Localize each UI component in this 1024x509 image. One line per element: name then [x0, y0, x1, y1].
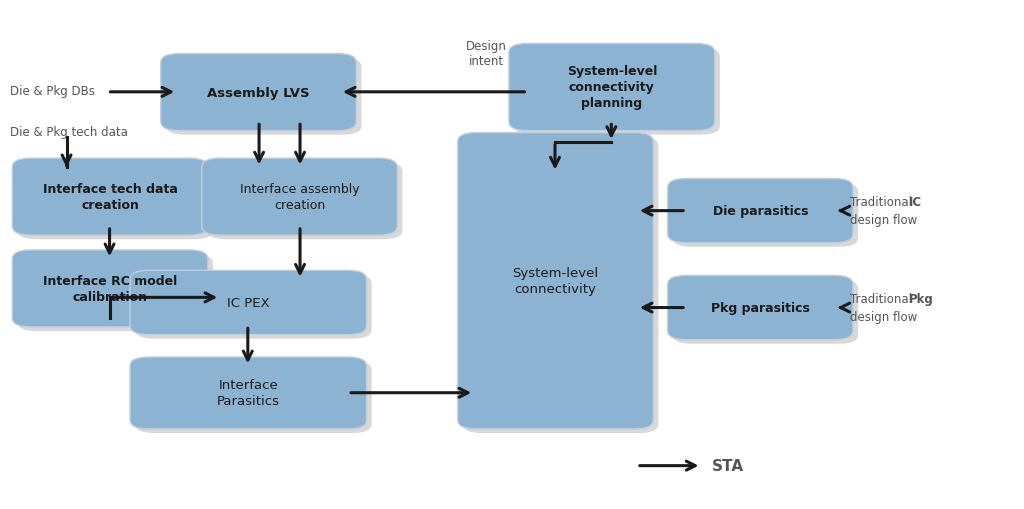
Text: Pkg parasitics: Pkg parasitics	[711, 301, 810, 315]
Text: IC PEX: IC PEX	[227, 296, 269, 309]
Text: Die parasitics: Die parasitics	[713, 205, 808, 218]
FancyBboxPatch shape	[17, 254, 213, 331]
FancyBboxPatch shape	[130, 271, 367, 335]
Text: Die & Pkg tech data: Die & Pkg tech data	[10, 126, 128, 139]
FancyBboxPatch shape	[17, 163, 213, 240]
Text: Interface
Parasitics: Interface Parasitics	[217, 379, 280, 408]
FancyBboxPatch shape	[668, 276, 853, 340]
FancyBboxPatch shape	[12, 159, 208, 236]
FancyBboxPatch shape	[463, 137, 658, 433]
FancyBboxPatch shape	[458, 133, 653, 429]
Text: design flow: design flow	[850, 310, 918, 324]
Text: Interface assembly
creation: Interface assembly creation	[240, 183, 359, 212]
FancyBboxPatch shape	[668, 179, 853, 243]
FancyBboxPatch shape	[135, 361, 372, 433]
Text: IC: IC	[909, 195, 922, 209]
Text: Die & Pkg DBs: Die & Pkg DBs	[10, 85, 95, 98]
Text: Assembly LVS: Assembly LVS	[207, 87, 310, 99]
Text: System-level
connectivity
planning: System-level connectivity planning	[566, 65, 657, 110]
FancyBboxPatch shape	[12, 250, 208, 327]
Text: System-level
connectivity: System-level connectivity	[512, 267, 599, 296]
FancyBboxPatch shape	[207, 163, 402, 240]
FancyBboxPatch shape	[509, 44, 715, 131]
Text: Traditional: Traditional	[850, 195, 915, 209]
Text: Traditional: Traditional	[850, 292, 915, 305]
Text: STA: STA	[712, 458, 743, 473]
Text: Interface tech data
creation: Interface tech data creation	[43, 183, 177, 212]
FancyBboxPatch shape	[514, 48, 720, 135]
Text: Design
intent: Design intent	[466, 40, 507, 67]
FancyBboxPatch shape	[130, 357, 367, 429]
FancyBboxPatch shape	[673, 280, 858, 344]
FancyBboxPatch shape	[161, 54, 356, 131]
FancyBboxPatch shape	[135, 275, 372, 339]
FancyBboxPatch shape	[202, 159, 397, 236]
Text: Interface RC model
calibration: Interface RC model calibration	[43, 274, 177, 303]
Text: design flow: design flow	[850, 214, 918, 227]
FancyBboxPatch shape	[673, 183, 858, 247]
FancyBboxPatch shape	[166, 59, 361, 135]
Text: Pkg: Pkg	[909, 292, 934, 305]
